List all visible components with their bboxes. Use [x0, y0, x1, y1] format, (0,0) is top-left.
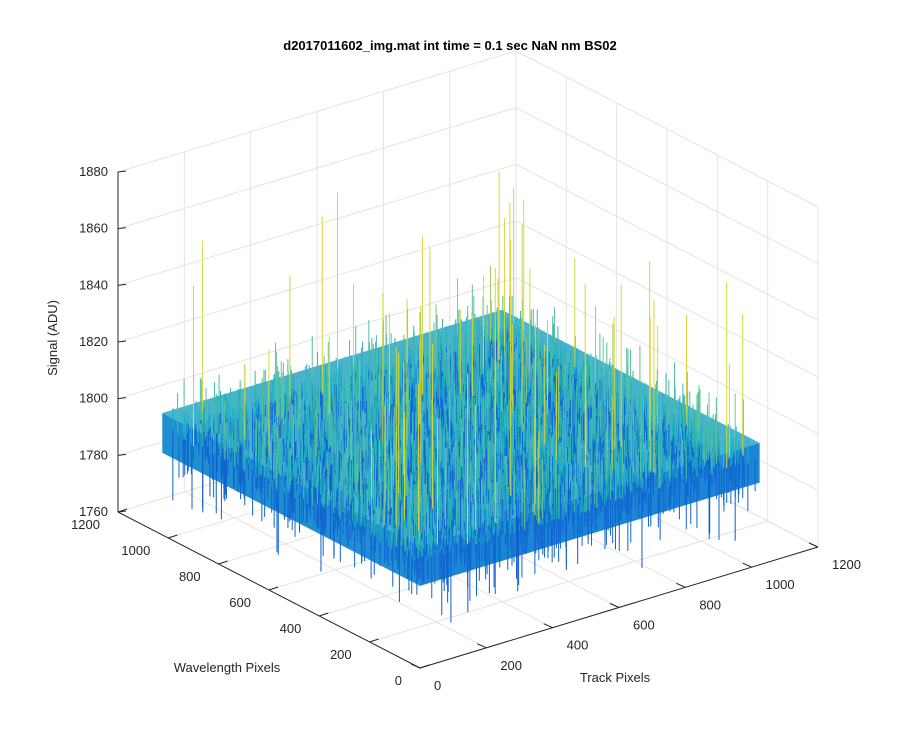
surface-layer — [162, 172, 759, 623]
chart-title: d2017011602_img.mat int time = 0.1 sec N… — [0, 38, 900, 53]
